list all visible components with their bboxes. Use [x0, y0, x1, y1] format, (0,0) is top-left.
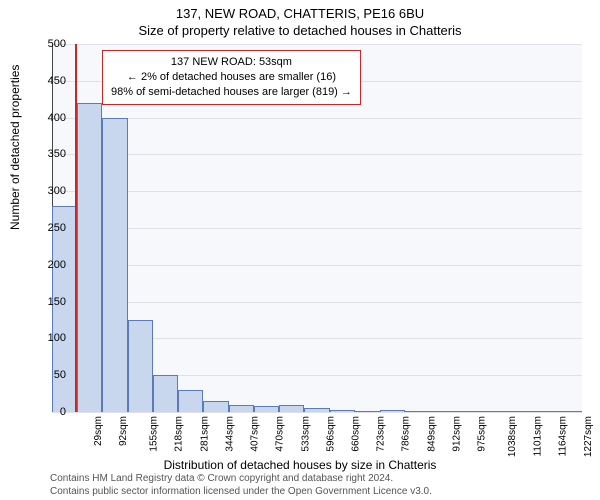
histogram-bar [153, 375, 178, 412]
x-tick-label: 218sqm [174, 416, 185, 452]
x-tick-label: 1101sqm [532, 416, 543, 456]
footer-line-2: Contains public sector information licen… [50, 486, 590, 499]
histogram-bar [557, 411, 582, 412]
y-tick-label: 350 [30, 148, 66, 160]
property-info-box: 137 NEW ROAD: 53sqm← 2% of detached hous… [102, 50, 361, 105]
x-tick-label: 786sqm [401, 416, 412, 452]
y-tick-label: 450 [30, 75, 66, 87]
histogram-bar [380, 410, 405, 412]
histogram-bar [128, 320, 153, 412]
histogram-bar [431, 411, 456, 412]
y-tick-label: 200 [30, 259, 66, 271]
x-tick-label: 1164sqm [557, 416, 568, 456]
histogram-bar [229, 405, 254, 412]
histogram-bar [481, 411, 506, 412]
histogram-bar [77, 103, 102, 412]
y-tick-label: 400 [30, 112, 66, 124]
y-tick-label: 0 [30, 406, 66, 418]
y-tick-label: 150 [30, 296, 66, 308]
histogram-bar [532, 411, 557, 412]
x-tick-label: 849sqm [426, 416, 437, 452]
x-tick-label: 975sqm [477, 416, 488, 452]
info-box-line: 98% of semi-detached houses are larger (… [111, 85, 352, 100]
x-tick-label: 723sqm [376, 416, 387, 452]
y-tick-label: 50 [30, 369, 66, 381]
histogram-bar [330, 410, 355, 412]
chart-container: 29sqm92sqm155sqm218sqm281sqm344sqm407sqm… [52, 44, 582, 412]
gridline [52, 412, 582, 413]
y-axis-label: Number of detached properties [8, 65, 22, 230]
histogram-bar [405, 411, 430, 412]
info-box-line: 137 NEW ROAD: 53sqm [111, 55, 352, 70]
gridline [52, 265, 582, 266]
plot-area: 29sqm92sqm155sqm218sqm281sqm344sqm407sqm… [52, 44, 582, 412]
x-tick-label: 155sqm [149, 416, 160, 452]
footer-attribution: Contains HM Land Registry data © Crown c… [50, 473, 590, 498]
x-tick-label: 470sqm [275, 416, 286, 452]
property-marker-line [75, 44, 77, 412]
histogram-bar [456, 411, 481, 412]
histogram-bar [355, 411, 380, 412]
histogram-bar [254, 406, 279, 412]
page-title-description: Size of property relative to detached ho… [0, 21, 600, 38]
histogram-bar [506, 411, 531, 412]
x-tick-label: 596sqm [325, 416, 336, 452]
gridline [52, 191, 582, 192]
histogram-bar [279, 405, 304, 412]
gridline [52, 154, 582, 155]
x-tick-label: 533sqm [300, 416, 311, 452]
info-box-line: ← 2% of detached houses are smaller (16) [111, 70, 352, 85]
x-tick-label: 407sqm [250, 416, 261, 452]
gridline [52, 118, 582, 119]
x-tick-label: 281sqm [199, 416, 210, 452]
x-tick-label: 29sqm [93, 416, 104, 446]
x-axis-label: Distribution of detached houses by size … [0, 458, 600, 472]
gridline [52, 44, 582, 45]
y-tick-label: 250 [30, 222, 66, 234]
histogram-bar [102, 118, 127, 412]
x-tick-label: 92sqm [118, 416, 129, 446]
gridline [52, 228, 582, 229]
gridline [52, 302, 582, 303]
footer-line-1: Contains HM Land Registry data © Crown c… [50, 473, 590, 486]
x-tick-label: 1227sqm [583, 416, 594, 457]
x-tick-label: 912sqm [452, 416, 463, 452]
histogram-bar [178, 390, 203, 412]
y-tick-label: 100 [30, 332, 66, 344]
x-tick-label: 660sqm [351, 416, 362, 452]
x-tick-label: 344sqm [224, 416, 235, 452]
page-title-address: 137, NEW ROAD, CHATTERIS, PE16 6BU [0, 0, 600, 21]
histogram-bar [203, 401, 228, 412]
x-tick-label: 1038sqm [508, 416, 519, 457]
y-tick-label: 300 [30, 185, 66, 197]
y-tick-label: 500 [30, 38, 66, 50]
histogram-bar [304, 408, 329, 412]
